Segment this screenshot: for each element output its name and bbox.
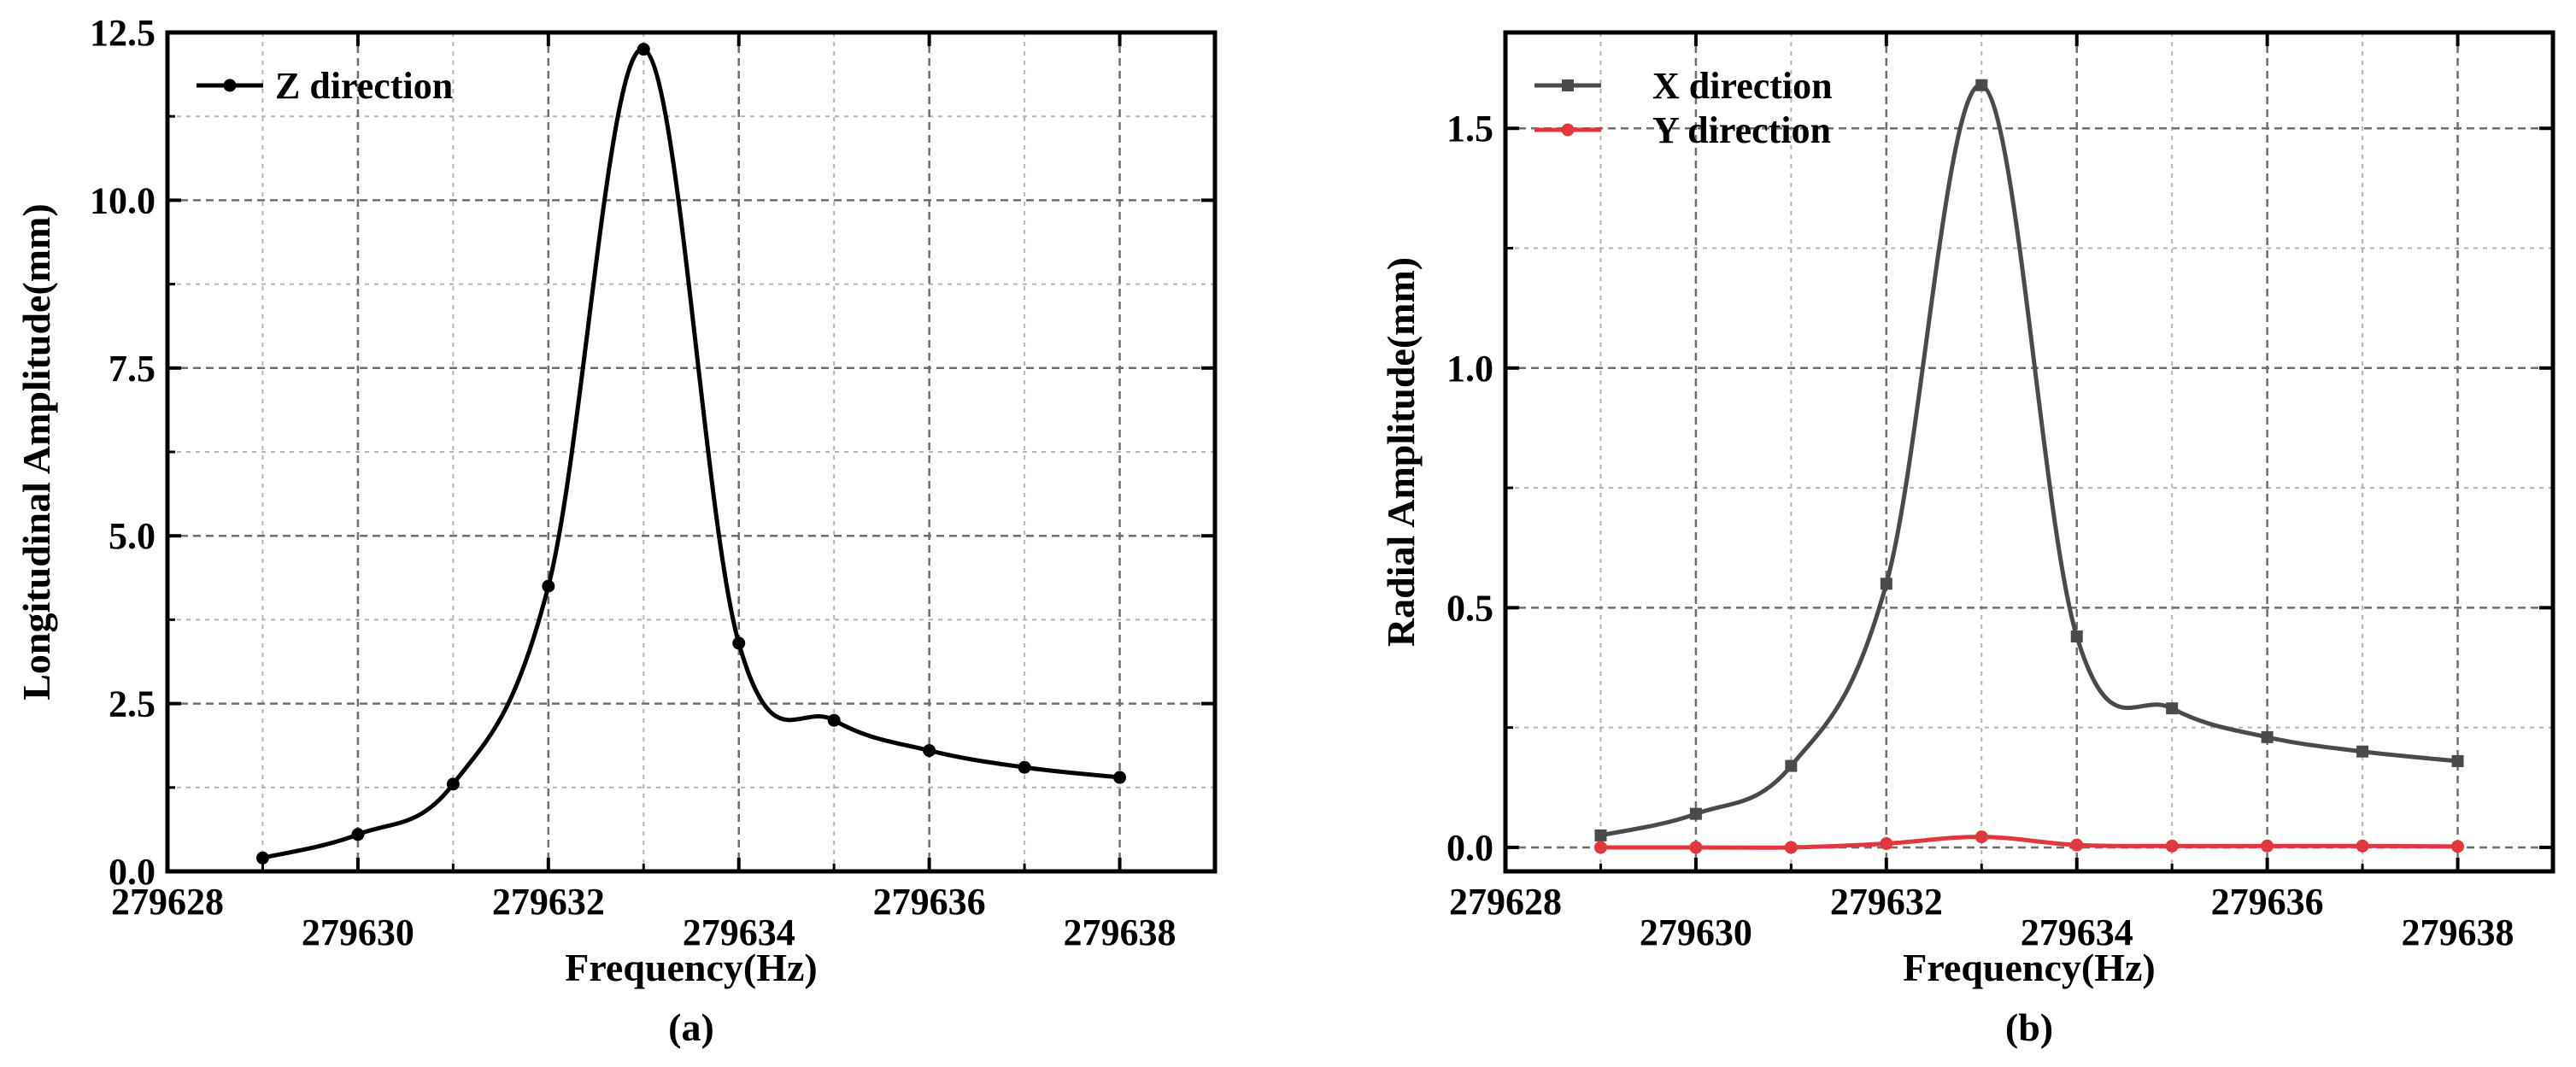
data-point bbox=[255, 851, 269, 865]
legend-label: Z direction bbox=[275, 65, 453, 107]
data-point bbox=[732, 636, 746, 650]
series-line bbox=[261, 47, 1120, 860]
y-tick-label: 2.5 bbox=[109, 683, 155, 725]
data-point bbox=[1975, 830, 1988, 844]
x-axis-label: Frequency(Hz) bbox=[565, 946, 818, 989]
data-point bbox=[2356, 745, 2369, 758]
y-tick-label: 0.0 bbox=[109, 851, 155, 893]
x-tick-label: 279634 bbox=[683, 912, 795, 953]
series-y-direction bbox=[1593, 830, 2465, 854]
data-point bbox=[1785, 759, 1798, 772]
x-tick-label: 279636 bbox=[873, 881, 986, 923]
x-tick-label: 279638 bbox=[2402, 912, 2514, 953]
series-z-direction bbox=[255, 43, 1127, 865]
data-point bbox=[1593, 841, 1607, 854]
y-tick-label: 1.5 bbox=[1446, 108, 1493, 149]
plot-frame bbox=[165, 30, 1218, 874]
data-point bbox=[2261, 730, 2274, 743]
y-tick-label: 0.0 bbox=[1446, 827, 1493, 869]
data-point bbox=[1113, 771, 1127, 784]
data-point bbox=[637, 43, 650, 56]
data-point bbox=[446, 777, 460, 791]
x-tick-label: 279628 bbox=[111, 881, 224, 923]
x-tick-label: 279634 bbox=[2021, 912, 2133, 953]
x-tick-label: 279636 bbox=[2211, 881, 2324, 923]
data-point bbox=[2165, 839, 2179, 853]
data-point bbox=[923, 744, 936, 758]
y-axis-label: Longitudinal Amplitude(mm) bbox=[15, 203, 58, 701]
x-tick-label: 279628 bbox=[1449, 881, 1562, 923]
data-point bbox=[1784, 841, 1798, 854]
data-point bbox=[2070, 838, 2084, 852]
y-tick-label: 0.5 bbox=[1446, 587, 1493, 629]
legend-marker bbox=[1562, 79, 1574, 91]
y-axis-label: Radial Amplitude(mm) bbox=[1379, 257, 1423, 647]
y-tick-label: 1.0 bbox=[1446, 348, 1493, 390]
data-point bbox=[2070, 630, 2083, 643]
chart-panel-b: 279628 279630 279632 279634 279636 279638 0.0 0… bbox=[1379, 30, 2555, 1049]
data-point bbox=[827, 713, 841, 727]
data-point bbox=[2451, 840, 2465, 853]
x-tick-label: 279630 bbox=[302, 912, 414, 953]
data-point bbox=[2451, 754, 2464, 767]
series-x-direction bbox=[1594, 79, 2464, 841]
chart-panel-a: 279628 279630 279632 279634 279636 279638 0.0 2… bbox=[15, 12, 1218, 1049]
x-axis-label: Frequency(Hz) bbox=[1903, 946, 2156, 989]
data-point bbox=[1880, 836, 1893, 850]
data-point bbox=[1594, 829, 1607, 841]
legend-marker bbox=[1561, 123, 1575, 137]
data-point bbox=[2261, 839, 2274, 853]
panel-caption: (a) bbox=[668, 1005, 714, 1049]
legend-entry: Z direction bbox=[197, 65, 453, 107]
y-tick-label: 5.0 bbox=[109, 515, 155, 557]
panel-caption: (b) bbox=[2005, 1005, 2053, 1049]
x-tick-label: 279632 bbox=[1830, 881, 1943, 923]
y-tick-label: 10.0 bbox=[90, 179, 155, 221]
legend-label: X direction bbox=[1652, 65, 1833, 107]
x-tick-label: 279638 bbox=[1064, 912, 1177, 953]
data-point bbox=[1689, 841, 1703, 854]
series-line bbox=[1600, 835, 2458, 850]
series-line bbox=[1599, 83, 2458, 838]
data-point bbox=[1018, 760, 1031, 774]
y-tick-label: 12.5 bbox=[90, 12, 155, 54]
x-tick-label: 279630 bbox=[1640, 912, 1752, 953]
legend-entry: Y direction bbox=[1534, 109, 1831, 151]
data-point bbox=[1880, 577, 1892, 590]
data-point bbox=[2356, 839, 2369, 853]
y-tick-label: 7.5 bbox=[109, 348, 155, 390]
data-point bbox=[1975, 79, 1988, 91]
data-point bbox=[1689, 807, 1702, 820]
plot-frame bbox=[1503, 30, 2555, 874]
legend-label: Y direction bbox=[1652, 109, 1831, 151]
legend-marker bbox=[223, 79, 237, 92]
data-point bbox=[351, 828, 365, 841]
x-tick-label: 279632 bbox=[492, 881, 605, 923]
data-point bbox=[542, 579, 555, 593]
data-point bbox=[2166, 702, 2179, 715]
legend-entry: X direction bbox=[1534, 65, 1833, 107]
